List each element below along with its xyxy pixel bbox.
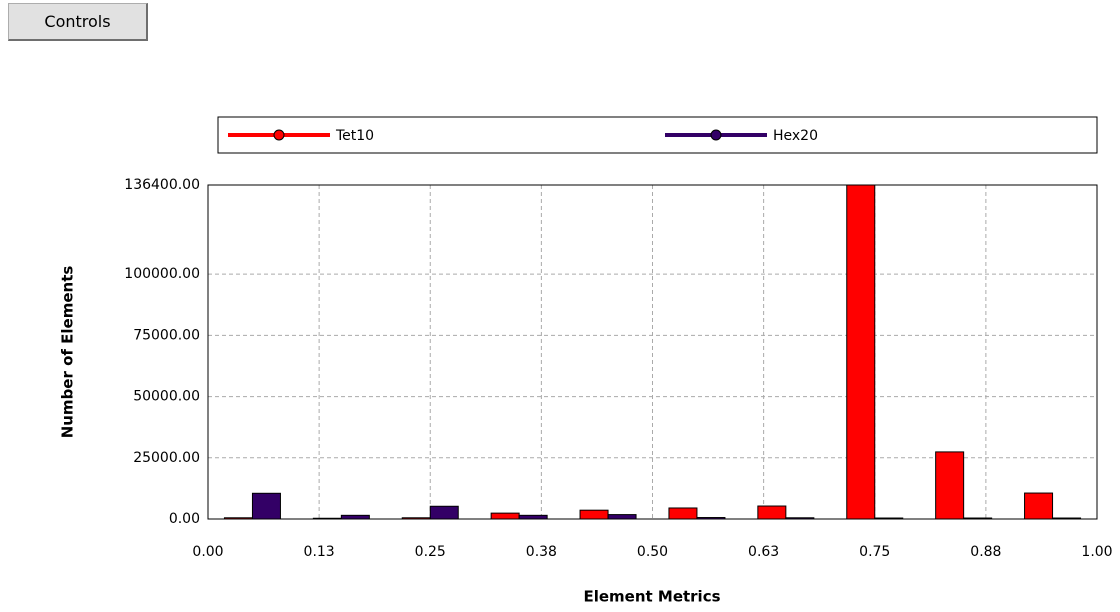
x-tick-label: 0.50 (637, 544, 668, 560)
bar (429, 505, 459, 520)
y-tick-label: 50000.00 (133, 389, 200, 405)
legend-marker (273, 129, 285, 141)
y-tick-label: 25000.00 (133, 450, 200, 466)
x-tick-label: 0.38 (526, 544, 557, 560)
bar (490, 512, 520, 520)
bar (757, 505, 787, 520)
bar (518, 514, 548, 520)
y-tick-label: 0.00 (169, 511, 200, 527)
bar (1052, 517, 1082, 520)
y-tick-label: 75000.00 (133, 327, 200, 343)
legend-box (217, 116, 1098, 154)
bar (963, 517, 993, 520)
x-tick-label: 0.75 (859, 544, 890, 560)
x-tick-label: 0.88 (970, 544, 1001, 560)
x-tick-label: 0.63 (748, 544, 779, 560)
bar (223, 517, 253, 520)
bar (785, 517, 815, 520)
bar (1024, 492, 1054, 520)
bar (251, 492, 281, 520)
bar (579, 509, 609, 520)
x-tick-label: 0.25 (415, 544, 446, 560)
bar (401, 517, 431, 520)
legend-marker (710, 129, 722, 141)
y-axis-label: Number of Elements (59, 266, 77, 439)
bar (935, 451, 965, 520)
controls-button[interactable]: Controls (8, 3, 148, 41)
bar (607, 514, 637, 520)
bar (874, 517, 904, 520)
bar (846, 184, 876, 520)
y-tick-label: 136400.00 (124, 177, 200, 193)
x-axis-label: Element Metrics (583, 588, 720, 606)
plot-border (207, 184, 1098, 520)
bar (340, 514, 370, 520)
bar (312, 517, 342, 520)
x-tick-label: 0.13 (304, 544, 335, 560)
legend-label: Hex20 (773, 128, 818, 144)
bar (696, 517, 726, 520)
x-tick-label: 1.00 (1081, 544, 1112, 560)
legend-label: Tet10 (335, 128, 374, 144)
bar (668, 507, 698, 520)
x-tick-label: 0.00 (192, 544, 223, 560)
y-tick-label: 100000.00 (124, 266, 200, 282)
